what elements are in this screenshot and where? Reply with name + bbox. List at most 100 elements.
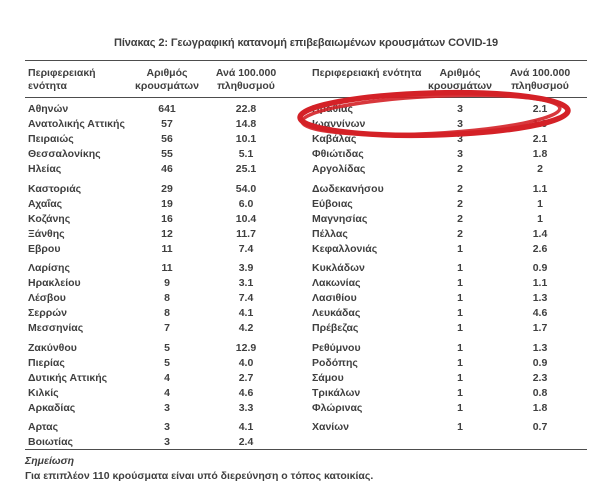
table-row: Καστοριάς 29 54.0: [28, 182, 290, 197]
region-name: Ρεθύμνου: [312, 341, 361, 354]
region-name: Καστοριάς: [28, 182, 82, 195]
right-row-group-3: Κυκλάδων 1 0.9 Λακωνίας 1 1.1 Λασιθίου 1 1.3 Λευκ…: [312, 261, 585, 336]
cases-value: 1: [457, 262, 463, 274]
rate-value: 4.0: [238, 356, 254, 369]
rate-value: 4.6: [532, 307, 548, 319]
rate-value: 25.1: [235, 163, 257, 175]
cases-value: 5: [164, 356, 170, 369]
cases-value: 1: [457, 421, 463, 433]
table-row: Κιλκίς 4 4.6: [28, 386, 290, 401]
footnote-label: Σημείωση: [25, 455, 75, 467]
cases-value: 56: [161, 133, 173, 145]
rate-value: 5.1: [238, 148, 254, 160]
cases-value: 16: [161, 212, 173, 225]
rate-value: 0.8: [532, 386, 548, 399]
rate-value: 12.9: [235, 341, 257, 354]
region-name: Αρκαδίας: [28, 401, 76, 414]
region-name: Ιωαννίνων: [312, 118, 366, 130]
table-row: Πειραιώς 56 10.1: [28, 132, 290, 147]
table-row: Δυτικής Αττικής 4 2.7: [28, 371, 290, 386]
table-row: Βοιωτίας 3 2.4: [28, 435, 290, 450]
table-row: Φθιώτιδας 3 1.8: [312, 147, 585, 162]
rate-value: 7.4: [238, 292, 254, 304]
table-footnote: Σημείωση Για επιπλέον 110 κρούσματα είνα…: [25, 454, 587, 483]
region-name: Δυτικής Αττικής: [28, 371, 108, 384]
region-name: Κεφαλλονιάς: [312, 242, 378, 255]
cases-value: 11: [161, 242, 173, 255]
rate-value: 1.1: [532, 182, 548, 195]
region-name: Λευκάδας: [312, 307, 361, 319]
rate-value: 10.1: [235, 133, 257, 145]
cases-value: 2: [457, 197, 463, 210]
header-region-left: Περιφερειακή ενότητα: [28, 67, 96, 92]
right-row-group-1: Ημαθίας 3 2.1 Ιωαννίνων 3 1.9 Καβάλας 3 2.1 Φθιώτ…: [312, 102, 585, 177]
footnote-text: Για επιπλέον 110 κρούσματα είναι υπό διε…: [25, 470, 374, 482]
header-cases-left: Αριθμός κρουσμάτων: [134, 67, 200, 92]
region-name: Φλώρινας: [312, 401, 363, 414]
rate-value: 7.4: [238, 242, 254, 255]
rate-value: 1: [537, 212, 543, 225]
region-name: Κυκλάδων: [312, 262, 365, 274]
table-row: Εύβοιας 2 1: [312, 197, 585, 212]
table-body: Αθηνών 641 22.8 Ανατολικής Αττικής 57 14.8 Πει…: [25, 97, 587, 455]
rate-value: 2.7: [238, 371, 254, 384]
cases-value: 12: [161, 227, 173, 240]
cases-value: 11: [161, 262, 173, 274]
region-name: Λαρίσης: [28, 262, 70, 274]
cases-value: 2: [457, 163, 463, 175]
cases-value: 8: [164, 307, 170, 319]
cases-value: 1: [457, 371, 463, 384]
region-name: Κοζάνης: [28, 212, 71, 225]
region-name: Δωδεκανήσου: [312, 182, 384, 195]
cases-value: 29: [161, 182, 173, 195]
rate-value: 10.4: [235, 212, 257, 225]
header-rate-right: Ανά 100.000 πληθυσμού: [509, 67, 571, 92]
table-header-row: Περιφερειακή ενότητα Αριθμός κρουσμάτων …: [25, 61, 587, 97]
table-row: Πρέβεζας 1 1.7: [312, 321, 585, 336]
rate-value: 0.7: [532, 421, 548, 433]
rate-value: 22.8: [235, 103, 257, 115]
table-row: Πέλλας 2 1.4: [312, 227, 585, 242]
rate-value: 1.1: [532, 277, 548, 289]
rate-value: 1.8: [532, 148, 548, 160]
region-name: Θεσσαλονίκης: [28, 148, 101, 160]
region-name: Τρικάλων: [312, 386, 361, 399]
table-row: Αρτας 3 4.1: [28, 420, 290, 435]
rate-value: 3.3: [238, 401, 254, 414]
table-row: Λαρίσης 11 3.9: [28, 261, 290, 276]
region-name: Ηλείας: [28, 163, 62, 175]
table-row: Αργολίδας 2 2: [312, 162, 585, 177]
cases-value: 3: [164, 421, 170, 433]
region-name: Λασιθίου: [312, 292, 357, 304]
region-name: Λακωνίας: [312, 277, 361, 289]
region-name: Αχαΐας: [28, 197, 63, 210]
cases-value: 55: [161, 148, 173, 160]
rate-value: 1.3: [532, 292, 548, 304]
table-row: Δωδεκανήσου 2 1.1: [312, 182, 585, 197]
table-row: Ηρακλείου 9 3.1: [28, 276, 290, 291]
cases-value: 2: [457, 227, 463, 240]
cases-value: 9: [164, 277, 170, 289]
cases-value: 1: [457, 307, 463, 319]
rate-value: 54.0: [235, 182, 257, 195]
region-name: Πειραιώς: [28, 133, 74, 145]
cases-value: 1: [457, 356, 463, 369]
rate-value: 14.8: [235, 118, 257, 130]
cases-value: 3: [457, 118, 463, 130]
region-name: Σερρών: [28, 307, 67, 319]
table-right-column: Ημαθίας 3 2.1 Ιωαννίνων 3 1.9 Καβάλας 3 2.1 Φθιώτ…: [290, 102, 585, 455]
cases-value: 5: [164, 341, 170, 354]
rate-value: 1.7: [532, 322, 548, 334]
cases-value: 3: [164, 436, 170, 448]
table-row: Αχαΐας 19 6.0: [28, 197, 290, 212]
region-name: Μεσσηνίας: [28, 322, 84, 334]
rate-value: 6.0: [238, 197, 254, 210]
table-row: Καβάλας 3 2.1: [312, 132, 585, 147]
cases-value: 3: [164, 401, 170, 414]
rate-value: 0.9: [532, 356, 548, 369]
cases-value: 1: [457, 386, 463, 399]
left-row-group-4: Ζακύνθου 5 12.9 Πιερίας 5 4.0 Δυτικής Αττικής 4…: [28, 341, 290, 416]
table-row: Αρκαδίας 3 3.3: [28, 401, 290, 416]
table-row: Χανίων 1 0.7: [312, 420, 585, 435]
